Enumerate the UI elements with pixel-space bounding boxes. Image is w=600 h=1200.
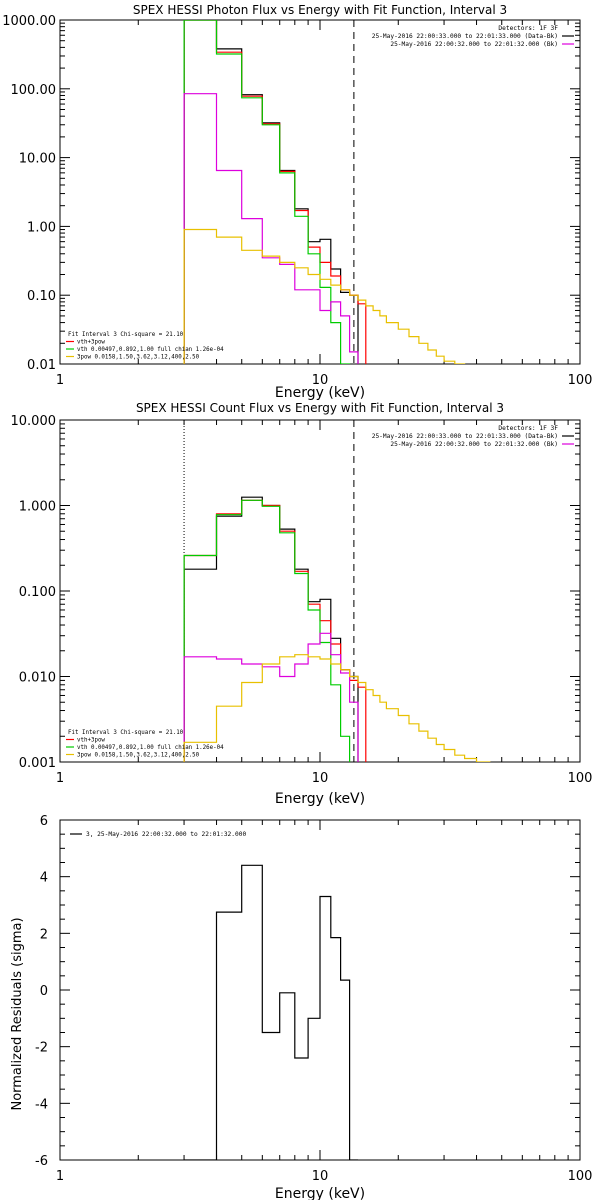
- axes-frame: [59, 419, 581, 763]
- y-tick-label: 10.000: [11, 414, 57, 429]
- y-axis-label: Normalized Residuals (sigma): [10, 917, 25, 1110]
- legend-entry-text: 25-May-2016 22:00:33.000 to 22:01:33.000…: [372, 433, 558, 440]
- legend-entry-text: 3pow 0.0158,1.50,3.62,3.12,400,2.50: [77, 753, 200, 759]
- legend-entry-text: 25-May-2016 22:00:32.000 to 22:01:32.000…: [390, 41, 558, 48]
- y-tick-label: 0.001: [19, 756, 56, 771]
- series-vth: [183, 499, 351, 762]
- x-tick-label: 1: [56, 373, 64, 388]
- series-3-25-may-2016-22-00-32-000-to-22-01-32-000: [184, 864, 358, 1160]
- legend-entry-text: 3pow 0.0158,1.50,3.62,3.12,400,2.50: [77, 355, 200, 361]
- series-3pow: [183, 654, 491, 762]
- y-tick-label: 1.00: [27, 220, 56, 235]
- series-data-bk: [183, 496, 359, 762]
- x-tick-label: 10: [312, 373, 329, 388]
- photon-flux-panel: SPEX HESSI Photon Flux vs Energy with Fi…: [2, 3, 592, 401]
- y-tick-label: 0.10: [27, 289, 56, 304]
- x-tick-label: 100: [568, 1169, 593, 1184]
- legend-entry-text: 25-May-2016 22:00:33.000 to 22:01:33.000…: [372, 33, 558, 40]
- x-axis-label: Energy (keV): [275, 1186, 365, 1200]
- legend-entry-text: 25-May-2016 22:00:32.000 to 22:01:32.000…: [390, 441, 558, 448]
- plot-area: 1 10 100 -6 -4 -2 0 2 4 6 3, 25-May-2016 22:00:32.…: [35, 814, 592, 1184]
- y-tick-label: -6: [35, 1154, 48, 1169]
- series-data-bk: [183, 20, 359, 364]
- y-tick-label: -2: [35, 1041, 48, 1056]
- axes-frame: [59, 19, 581, 365]
- series-bk: [183, 93, 359, 364]
- x-tick-label: 100: [568, 373, 593, 388]
- legend-entry-text: vth+3pow: [77, 738, 105, 744]
- series-vth-3pow: [183, 499, 367, 762]
- x-tick-label: 10: [312, 1169, 329, 1184]
- legend-entry-text: vth 0.00497,0.892,1.00 full chian 1.26e-…: [77, 347, 224, 353]
- x-tick-label: 10: [312, 771, 329, 786]
- legend-entry-text: Detectors: 1F 3F: [498, 25, 558, 32]
- legend-entry-text: 3, 25-May-2016 22:00:32.000 to 22:01:32.…: [86, 831, 246, 838]
- x-tick-label: 1: [56, 771, 64, 786]
- legend-entry-text: vth+3pow: [77, 340, 105, 346]
- plot-area: 1 10 100 0.001 0.010 0.100 1.000 10.000 Detector…: [11, 414, 593, 786]
- series-3pow: [183, 228, 466, 364]
- x-axis-label: Energy (keV): [275, 385, 365, 401]
- y-tick-label: 0.01: [27, 358, 56, 373]
- y-tick-label: -4: [35, 1097, 48, 1112]
- residuals-panel: 1 10 100 -6 -4 -2 0 2 4 6 3, 25-May-2016 22:00:32.…: [10, 814, 592, 1200]
- legend-entry-text: Fit Interval 3 Chi-square = 21.10: [68, 332, 184, 338]
- y-tick-label: 10.00: [19, 152, 56, 167]
- series-vth-3pow: [183, 20, 367, 364]
- y-tick-label: 4: [40, 871, 48, 886]
- x-tick-label: 1: [56, 1169, 64, 1184]
- y-tick-label: 1.000: [19, 500, 56, 515]
- chart-title: SPEX HESSI Photon Flux vs Energy with Fi…: [133, 3, 507, 17]
- legend-entry-text: Detectors: 1F 3F: [498, 425, 558, 432]
- y-tick-label: 0.010: [19, 671, 56, 686]
- y-tick-label: 2: [40, 927, 48, 942]
- legend-entry-text: vth 0.00497,0.892,1.00 full chian 1.26e-…: [77, 745, 224, 751]
- y-tick-label: 6: [40, 814, 48, 829]
- series-vth: [183, 20, 351, 364]
- legend-entry-text: Fit Interval 3 Chi-square = 21.10: [68, 730, 184, 736]
- plot-area: 1 10 100 0.01 0.10 1.00 10.00 100.00 1000.00 Dete…: [2, 14, 592, 388]
- series-bk: [183, 632, 359, 762]
- x-tick-label: 100: [568, 771, 593, 786]
- chart-title: SPEX HESSI Count Flux vs Energy with Fit…: [136, 401, 504, 415]
- y-tick-label: 100.00: [11, 83, 57, 98]
- y-tick-label: 0: [40, 984, 48, 999]
- y-tick-label: 0.100: [19, 585, 56, 600]
- x-axis-label: Energy (keV): [275, 791, 365, 807]
- count-flux-panel: SPEX HESSI Count Flux vs Energy with Fit…: [11, 401, 593, 807]
- y-tick-label: 1000.00: [2, 14, 56, 29]
